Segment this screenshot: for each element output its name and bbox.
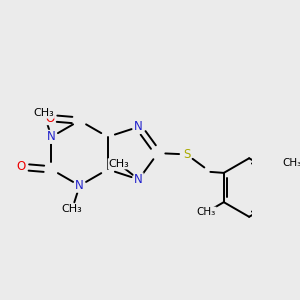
- Text: N: N: [47, 130, 56, 143]
- Text: O: O: [45, 112, 54, 124]
- Text: CH₃: CH₃: [197, 207, 216, 217]
- Text: CH₃: CH₃: [34, 108, 54, 118]
- Text: N: N: [134, 120, 143, 133]
- Text: CH₃: CH₃: [108, 159, 129, 169]
- Text: CH₃: CH₃: [62, 204, 82, 214]
- Text: O: O: [17, 160, 26, 173]
- Text: S: S: [183, 148, 190, 161]
- Text: N: N: [75, 179, 84, 192]
- Text: CH₃: CH₃: [282, 158, 300, 168]
- Text: N: N: [134, 173, 143, 186]
